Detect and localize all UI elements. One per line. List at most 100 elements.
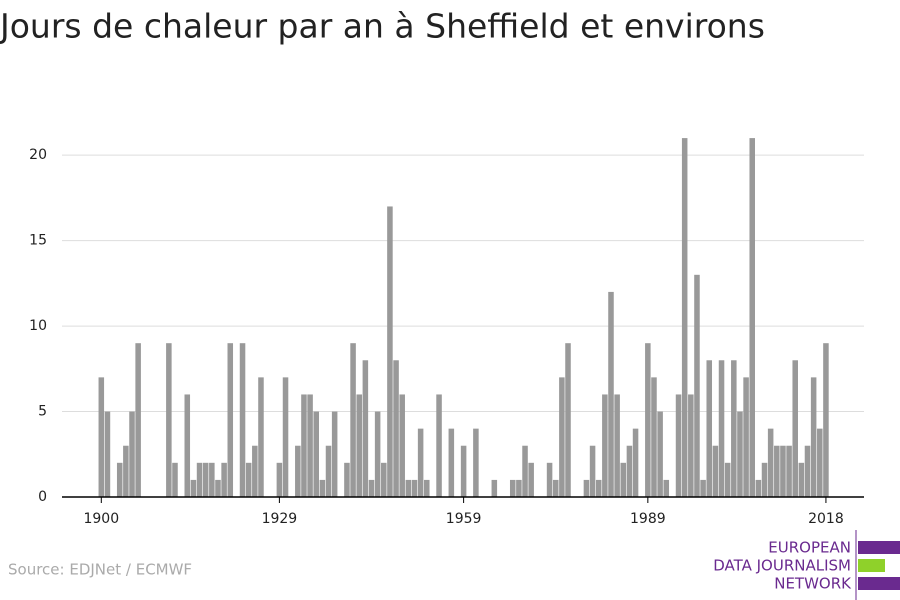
bar (688, 394, 694, 497)
bar (645, 343, 651, 497)
bar (436, 394, 442, 497)
bar (405, 479, 412, 497)
bar (565, 343, 571, 497)
bar (780, 445, 786, 497)
bar (460, 445, 467, 497)
bar (258, 377, 264, 497)
logo-bar (858, 577, 900, 590)
bar (202, 462, 209, 497)
bar (172, 462, 178, 497)
bar (227, 343, 234, 497)
bar (356, 394, 362, 497)
bar (350, 343, 356, 497)
bar (700, 479, 706, 497)
bar (196, 462, 203, 497)
bar (393, 360, 399, 497)
bar (331, 411, 338, 497)
bar (620, 462, 627, 497)
bar (632, 428, 639, 497)
bar (681, 138, 688, 497)
bar (755, 479, 762, 497)
bar (509, 479, 516, 497)
bar (473, 428, 479, 497)
x-tick-label: 2018 (808, 511, 844, 527)
bar (761, 462, 768, 497)
logo-text: DATA JOURNALISM (713, 557, 851, 575)
x-tick-label: 1959 (446, 511, 482, 527)
bar (301, 394, 307, 497)
bar (282, 377, 289, 497)
bar (491, 479, 498, 497)
bar (608, 291, 614, 497)
bar (675, 394, 682, 497)
bar (583, 479, 590, 497)
bar (626, 445, 633, 497)
bar (749, 138, 755, 497)
bar (399, 394, 405, 497)
logo-text: EUROPEAN (768, 539, 851, 557)
bar (129, 411, 135, 497)
y-tick-label: 20 (29, 147, 47, 163)
x-tick-label: 1989 (630, 511, 666, 527)
bar (313, 411, 319, 497)
bar (546, 462, 553, 497)
bar (595, 479, 602, 497)
bar (804, 445, 811, 497)
bar (166, 343, 172, 497)
bar (767, 428, 774, 497)
bar (381, 462, 387, 497)
bar (792, 360, 798, 497)
bar (252, 445, 258, 497)
bar (319, 479, 326, 497)
bar (221, 462, 227, 497)
logo-bar (858, 559, 885, 572)
bar (786, 445, 792, 497)
bar (589, 445, 596, 497)
bar (774, 445, 780, 497)
bar (737, 411, 743, 497)
bar (190, 479, 197, 497)
bar (98, 377, 105, 497)
bar (657, 411, 663, 497)
bar (798, 462, 805, 497)
bar (602, 394, 608, 497)
bar (239, 343, 246, 497)
bar (215, 479, 221, 497)
bar (325, 445, 332, 497)
bar (135, 343, 141, 497)
bar (307, 394, 313, 497)
bar (448, 428, 455, 497)
bar (424, 479, 430, 497)
bar (276, 462, 283, 497)
bar (663, 479, 670, 497)
bar (694, 274, 700, 497)
logo-text: NETWORK (774, 575, 852, 593)
bar (817, 428, 823, 497)
bar (368, 479, 375, 497)
y-tick-label: 10 (29, 318, 47, 334)
bar (411, 479, 418, 497)
bar (823, 343, 829, 497)
bar (362, 360, 369, 497)
bar (706, 360, 713, 497)
y-tick-label: 5 (38, 404, 47, 420)
bar (116, 462, 123, 497)
bar (651, 377, 657, 497)
chart-title: Jours de chaleur par an à Sheffield et e… (0, 7, 765, 46)
bar (104, 411, 111, 497)
bar (209, 462, 215, 497)
bar (123, 445, 129, 497)
bar (724, 462, 731, 497)
bar (417, 428, 424, 497)
bar (810, 377, 817, 497)
bar (516, 479, 522, 497)
bar (528, 462, 534, 497)
y-tick-label: 0 (38, 489, 47, 505)
bar (387, 206, 393, 498)
bar (245, 462, 252, 497)
y-tick-label: 15 (29, 233, 47, 249)
logo-bar (858, 541, 900, 554)
bar (712, 445, 719, 497)
bar (184, 394, 191, 497)
